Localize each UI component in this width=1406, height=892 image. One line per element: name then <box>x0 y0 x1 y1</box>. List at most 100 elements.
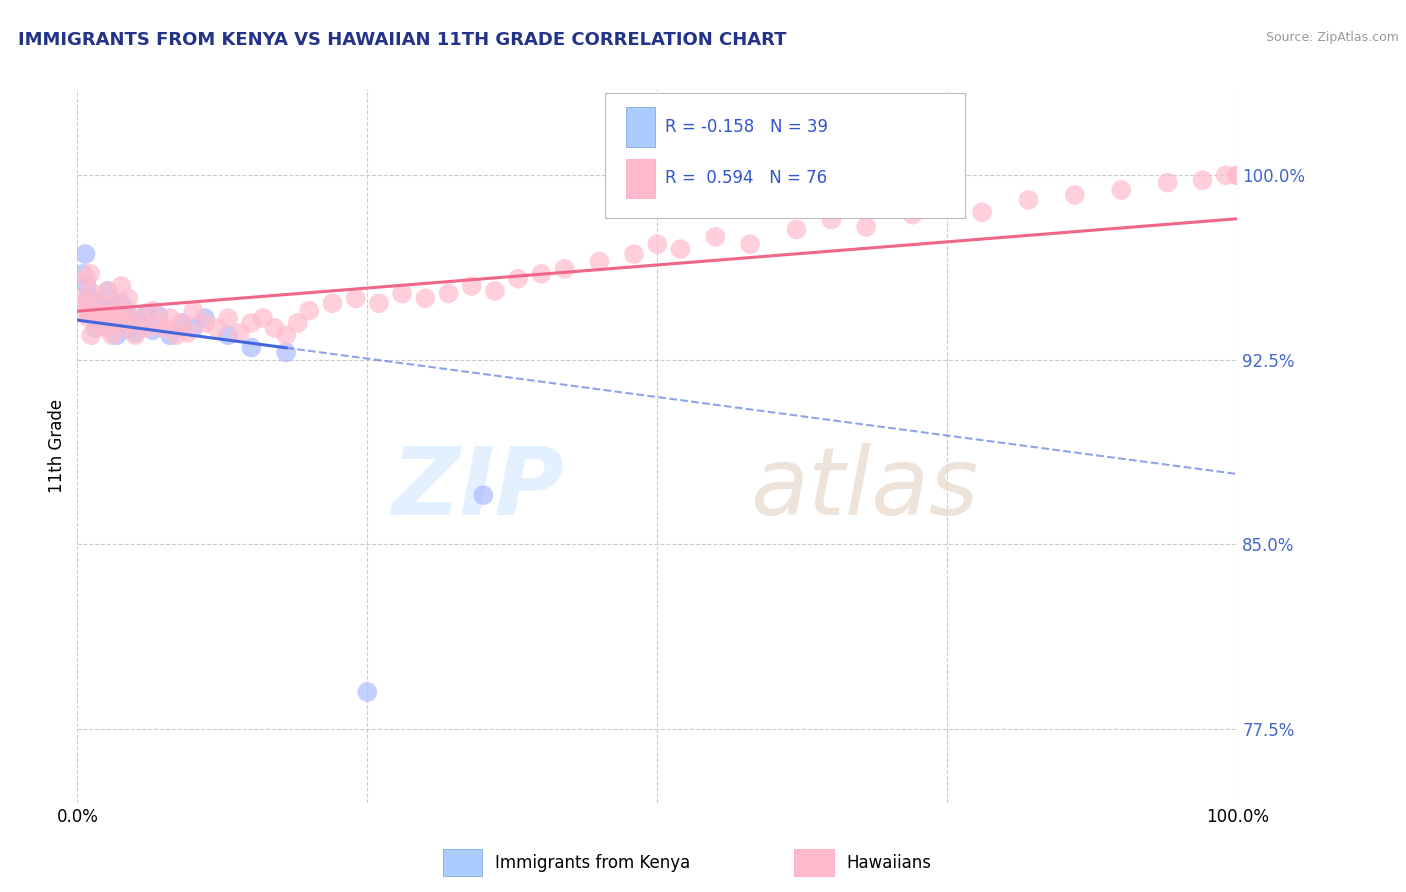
Point <box>72 267 94 281</box>
Point <box>240 316 263 330</box>
Point <box>740 237 762 252</box>
Point <box>84 321 107 335</box>
Point <box>142 303 165 318</box>
Point <box>170 316 193 330</box>
Point <box>148 316 170 330</box>
Point <box>120 316 142 330</box>
Point <box>124 326 146 340</box>
Point <box>530 267 553 281</box>
Point <box>105 328 128 343</box>
Point <box>77 303 100 318</box>
Point <box>287 316 309 330</box>
Point <box>115 306 138 320</box>
Point <box>274 328 298 343</box>
Point <box>176 326 198 340</box>
Point <box>413 291 436 305</box>
FancyBboxPatch shape <box>626 107 655 146</box>
Point <box>194 316 217 330</box>
Point <box>506 271 529 285</box>
Point <box>87 309 110 323</box>
Point <box>205 321 228 335</box>
Point <box>76 296 98 310</box>
Point <box>1226 169 1249 183</box>
Point <box>647 237 669 252</box>
Point <box>76 279 98 293</box>
Point <box>135 306 157 320</box>
Point <box>972 205 994 219</box>
Point <box>80 291 103 305</box>
Point <box>321 296 344 310</box>
Point <box>101 328 124 343</box>
Point <box>1111 183 1133 197</box>
Point <box>785 222 807 236</box>
Point <box>252 311 274 326</box>
Point <box>1191 173 1213 187</box>
Point <box>101 316 124 330</box>
Point <box>129 311 152 326</box>
Text: atlas: atlas <box>751 443 979 534</box>
Point <box>94 321 117 335</box>
Point <box>588 254 610 268</box>
Point <box>117 321 139 335</box>
Point <box>228 326 252 340</box>
Point <box>704 230 727 244</box>
Point <box>83 286 105 301</box>
Point <box>103 299 125 313</box>
Point <box>159 311 181 326</box>
Text: IMMIGRANTS FROM KENYA VS HAWAIIAN 11TH GRADE CORRELATION CHART: IMMIGRANTS FROM KENYA VS HAWAIIAN 11TH G… <box>18 31 787 49</box>
Point <box>110 296 132 310</box>
Point <box>87 318 110 333</box>
Point <box>391 286 413 301</box>
Point <box>623 247 645 261</box>
Point <box>73 306 96 320</box>
Point <box>103 316 125 330</box>
FancyBboxPatch shape <box>626 159 655 198</box>
Point <box>263 321 285 335</box>
Point <box>98 311 121 326</box>
Point <box>820 212 842 227</box>
Point <box>1063 188 1085 202</box>
Point <box>77 311 100 326</box>
Point <box>344 291 367 305</box>
Point <box>96 284 118 298</box>
Point <box>91 306 114 320</box>
Point <box>437 286 460 301</box>
Point <box>120 311 142 326</box>
Point <box>274 345 298 359</box>
Point <box>217 311 239 326</box>
Point <box>855 219 877 234</box>
Point <box>194 311 217 326</box>
Point <box>217 328 239 343</box>
Text: ZIP: ZIP <box>392 442 565 535</box>
Point <box>356 685 378 699</box>
Point <box>90 296 111 310</box>
Point <box>98 303 121 318</box>
Point <box>83 296 105 310</box>
Point <box>936 198 959 212</box>
Point <box>84 303 107 318</box>
Point <box>183 321 205 335</box>
Point <box>76 271 98 285</box>
Point <box>83 311 105 326</box>
Point <box>135 321 157 335</box>
Point <box>112 321 135 335</box>
Point <box>75 247 97 261</box>
Text: Source: ZipAtlas.com: Source: ZipAtlas.com <box>1265 31 1399 45</box>
Point <box>1018 193 1040 207</box>
Point <box>1156 176 1178 190</box>
Point <box>165 328 187 343</box>
Point <box>170 316 193 330</box>
Text: R = -0.158   N = 39: R = -0.158 N = 39 <box>665 118 828 136</box>
Text: Immigrants from Kenya: Immigrants from Kenya <box>495 854 690 871</box>
Point <box>72 291 94 305</box>
Point <box>124 328 146 343</box>
Point <box>79 267 101 281</box>
Point <box>183 303 205 318</box>
Point <box>142 323 165 337</box>
Point <box>110 279 132 293</box>
Point <box>484 284 506 298</box>
Point <box>159 328 181 343</box>
Point <box>112 316 135 330</box>
Point <box>554 261 576 276</box>
Point <box>298 303 321 318</box>
